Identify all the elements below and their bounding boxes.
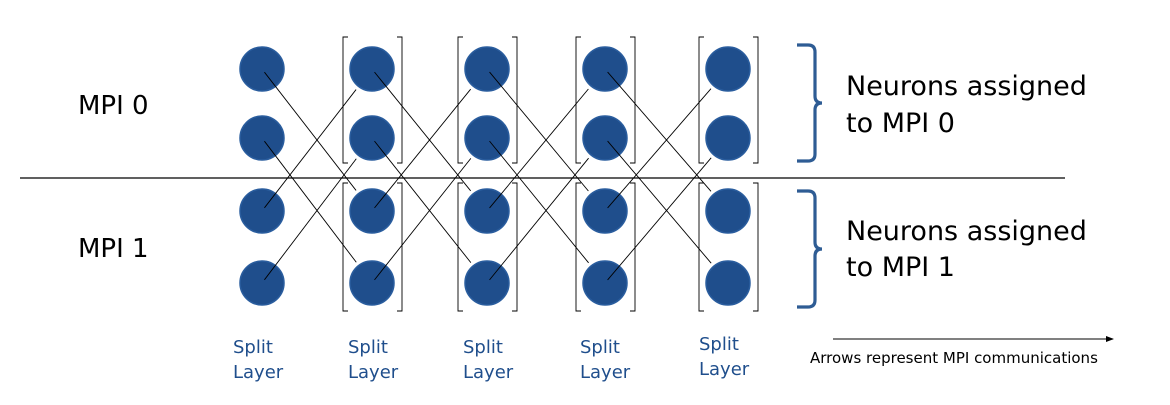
mpi-0-brace — [797, 43, 823, 163]
connection-arrow-13 — [607, 71, 712, 192]
connection-arrow-7 — [374, 88, 471, 209]
neuron-layer-1-4 — [239, 260, 285, 306]
layer-2-label-line-1: Split — [348, 337, 388, 358]
connection-arrow-11 — [489, 88, 589, 209]
mpi-1-label: MPI 1 — [78, 234, 149, 264]
neuron-layer-1-2 — [239, 115, 285, 161]
neuron-layer-3-1 — [464, 46, 510, 92]
layer-5-label-line-2: Layer — [699, 359, 750, 380]
layer-3-label-line-1: Split — [463, 337, 503, 358]
mpi-1-assignment-line-1: Neurons assigned — [846, 216, 1087, 247]
neuron-layer-2-2 — [349, 115, 395, 161]
connection-arrow-4 — [264, 158, 357, 281]
layer-4-label-line-2: Layer — [580, 362, 631, 383]
layer-3-group-0-left-bracket — [457, 36, 463, 164]
mpi-0-assignment-line-1: Neurons assigned — [846, 71, 1087, 102]
layer-1-label-line-1: Split — [233, 337, 273, 358]
neuron-layer-4-2 — [582, 115, 628, 161]
connection-arrow-8 — [374, 158, 472, 281]
neuron-layer-3-3 — [464, 188, 510, 234]
neuron-layer-4-4 — [582, 260, 628, 306]
connection-arrow-12 — [489, 157, 589, 281]
layer-2-group-0-left-bracket — [342, 36, 348, 164]
neuron-layer-2-1 — [349, 46, 395, 92]
neuron-layer-4-1 — [582, 46, 628, 92]
connection-arrow-2 — [264, 140, 357, 263]
layer-4-label-line-1: Split — [580, 337, 620, 358]
layer-5-label-line-1: Split — [699, 334, 739, 355]
connection-arrow-14 — [607, 140, 712, 264]
neuron-layer-5-4 — [705, 260, 751, 306]
layer-3-group-1-right-bracket — [512, 182, 518, 312]
connection-arrow-9 — [489, 71, 589, 192]
connection-arrow-16 — [607, 157, 712, 281]
layer-labels: Split Layer Split Layer Split Layer Spli… — [233, 334, 750, 383]
layer-4-group-1-right-bracket — [630, 182, 636, 312]
layer-2-group-0-right-bracket — [397, 36, 403, 164]
connection-arrow-10 — [489, 140, 589, 264]
layer-3-group-0-right-bracket — [512, 36, 518, 164]
neuron-layer-4-3 — [582, 188, 628, 234]
layer-5-group-1-right-bracket — [753, 182, 759, 312]
neuron-layer-2-3 — [349, 188, 395, 234]
layer-brackets — [342, 36, 759, 312]
neuron-layer-5-2 — [705, 115, 751, 161]
layer-1-label-line-2: Layer — [233, 362, 284, 383]
neuron-layer-1-1 — [239, 46, 285, 92]
mpi-1-brace — [797, 189, 823, 309]
neuron-layer-1-3 — [239, 188, 285, 234]
neuron-layer-5-1 — [705, 46, 751, 92]
connection-arrow-1 — [264, 71, 357, 191]
mpi-0-assignment-line-2: to MPI 0 — [846, 108, 955, 139]
layer-4-group-0-left-bracket — [575, 36, 581, 164]
mpi-1-assignment-line-2: to MPI 1 — [846, 252, 955, 283]
connection-arrow-15 — [607, 88, 712, 209]
neuron-layer-3-4 — [464, 260, 510, 306]
connections — [264, 71, 712, 281]
layer-2-group-1-left-bracket — [342, 182, 348, 312]
neuron-layer-5-3 — [705, 188, 751, 234]
legend-text: Arrows represent MPI communications — [810, 349, 1098, 367]
connection-arrow-5 — [374, 71, 471, 192]
layer-4-group-1-left-bracket — [575, 182, 581, 312]
connection-arrow-3 — [264, 89, 357, 209]
neuron-layer-3-2 — [464, 115, 510, 161]
layer-5-group-0-right-bracket — [753, 36, 759, 164]
layer-3-label-line-2: Layer — [463, 362, 514, 383]
neuron-layer-2-4 — [349, 260, 395, 306]
layer-5-group-0-left-bracket — [698, 36, 704, 164]
layer-4-group-0-right-bracket — [630, 36, 636, 164]
layer-2-label-line-2: Layer — [348, 362, 399, 383]
neurons — [239, 46, 751, 306]
layer-2-group-1-right-bracket — [397, 182, 403, 312]
connection-arrow-6 — [374, 140, 472, 263]
mpi-0-label: MPI 0 — [78, 91, 149, 121]
layer-5-group-1-left-bracket — [698, 182, 704, 312]
